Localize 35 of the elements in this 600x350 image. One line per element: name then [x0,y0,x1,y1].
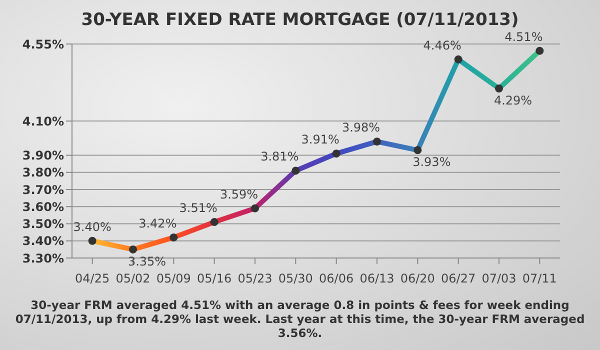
data-label: 3.91% [301,132,340,147]
x-tick-label: 06/27 [441,272,476,286]
x-tick-label: 07/03 [482,272,516,286]
data-label: 3.81% [260,150,299,164]
data-label: 4.51% [504,30,543,44]
data-label: 4.29% [494,94,532,108]
x-tick-label: 05/30 [278,272,313,286]
y-tick-label: 3.40% [22,234,64,248]
x-tick-label: 04/25 [75,272,110,286]
data-label: 3.42% [138,216,177,230]
data-label: 3.93% [412,155,451,170]
data-label: 3.59% [220,187,258,202]
y-tick-label: 4.55% [22,37,64,52]
x-tick-label: 05/02 [116,272,150,286]
data-label: 3.98% [342,120,380,135]
x-tick-label: 06/06 [319,272,354,286]
text: 30-year FRM averaged 4.51% with an average 0.8 in points & fees for week ending 07/11/2013, up from 4.29% last week. Last year at this time, the 30-year FRM averaged 3.56%. [14,297,586,340]
y-tick-label: 3.30% [22,251,64,266]
y-tick-label: 3.50% [22,217,64,232]
x-tick-label: 06/20 [400,272,435,286]
y-tick-label: 4.10% [22,114,64,128]
y-tick-label: 3.80% [22,166,64,180]
y-tick-label: 3.70% [22,182,64,197]
x-tick-label: 06/13 [360,272,394,286]
y-tick-label: 3.60% [22,200,64,214]
x-tick-label: 05/09 [156,272,191,286]
chart-title: 30-YEAR FIXED RATE MORTGAGE (07/11/2013) [80,10,520,30]
x-tick-label: 05/23 [238,272,272,286]
data-label: 3.40% [73,220,112,234]
x-tick-label: 05/16 [197,272,232,286]
data-label: 3.35% [128,254,166,268]
data-label: 3.51% [179,201,218,216]
data-label: 4.46% [423,38,462,52]
x-tick-label: 07/11 [522,272,557,286]
y-tick-label: 3.90% [22,148,64,163]
